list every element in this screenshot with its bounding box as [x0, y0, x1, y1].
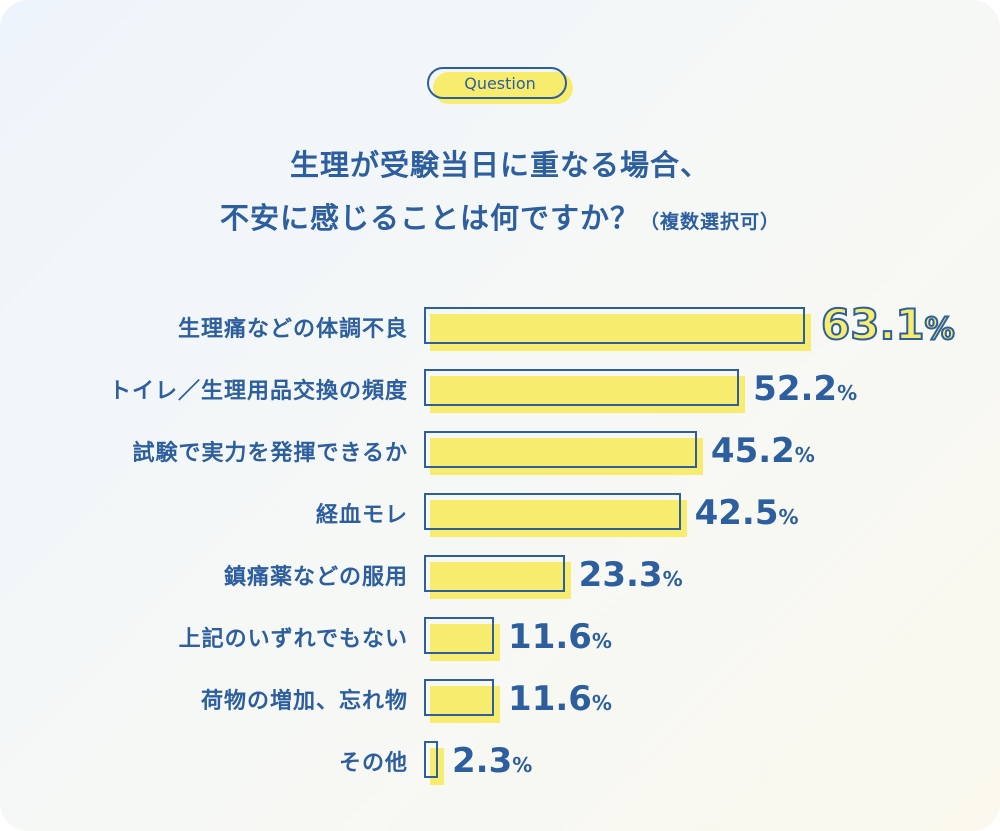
- bar-row: 生理痛などの体調不良 63.1%: [0, 299, 1000, 351]
- bar-outline: [424, 679, 495, 716]
- chart-title-line2-text: 不安に感じることは何ですか？: [219, 201, 640, 235]
- data-label: 42.5%: [694, 493, 799, 533]
- bar-row: 荷物の増加、忘れ物 11.6%: [0, 679, 1000, 723]
- bar-outline: [424, 369, 740, 406]
- bar: [430, 376, 746, 413]
- chart-title-note: （複数選択可）: [640, 211, 781, 233]
- category-label: トイレ／生理用品交換の頻度: [108, 379, 408, 404]
- category-label: その他: [338, 751, 408, 776]
- bar: [430, 438, 703, 475]
- bar: [430, 314, 811, 351]
- bar-row: 鎮痛薬などの服用 23.3%: [0, 555, 1000, 599]
- bar: [430, 686, 501, 723]
- category-label: 荷物の増加、忘れ物: [200, 689, 408, 714]
- category-label: 生理痛などの体調不良: [177, 317, 408, 342]
- bar-row: 上記のいずれでもない 11.6%: [0, 617, 1000, 661]
- chart-title-line1: 生理が受験当日に重なる場合、: [289, 148, 710, 182]
- bar-outline: [424, 431, 697, 468]
- category-label: 経血モレ: [315, 503, 408, 528]
- bar-outline: [424, 493, 681, 530]
- data-label: 23.3%: [578, 555, 683, 595]
- chart-title-line2: 不安に感じることは何ですか？（複数選択可）: [0, 195, 1000, 237]
- bar-row: 試験で実力を発揮できるか 45.2%: [0, 431, 1000, 475]
- bar-outline: [424, 307, 805, 344]
- bar-outline: [424, 617, 495, 654]
- question-badge-label: Question: [464, 74, 536, 93]
- data-label: 2.3%: [452, 741, 533, 781]
- bar-row: トイレ／生理用品交換の頻度 52.2%: [0, 369, 1000, 413]
- bar-row: 経血モレ 42.5%: [0, 493, 1000, 537]
- question-badge: Question: [427, 67, 573, 104]
- bar-outline: [424, 555, 565, 592]
- bar: [430, 562, 571, 599]
- data-label: 11.6%: [508, 679, 612, 719]
- data-label: 63.1%: [820, 299, 956, 350]
- data-label: 52.2%: [753, 369, 858, 409]
- category-label: 上記のいずれでもない: [178, 627, 408, 652]
- bar-outline: [424, 741, 438, 778]
- category-label: 試験で実力を発揮できるか: [132, 441, 408, 466]
- bar: [430, 624, 501, 661]
- category-label: 鎮痛薬などの服用: [223, 565, 408, 590]
- data-label: 11.6%: [508, 617, 612, 657]
- bar: [430, 500, 687, 537]
- bar-row: その他 2.3%: [0, 741, 1000, 785]
- data-label: 45.2%: [710, 431, 815, 471]
